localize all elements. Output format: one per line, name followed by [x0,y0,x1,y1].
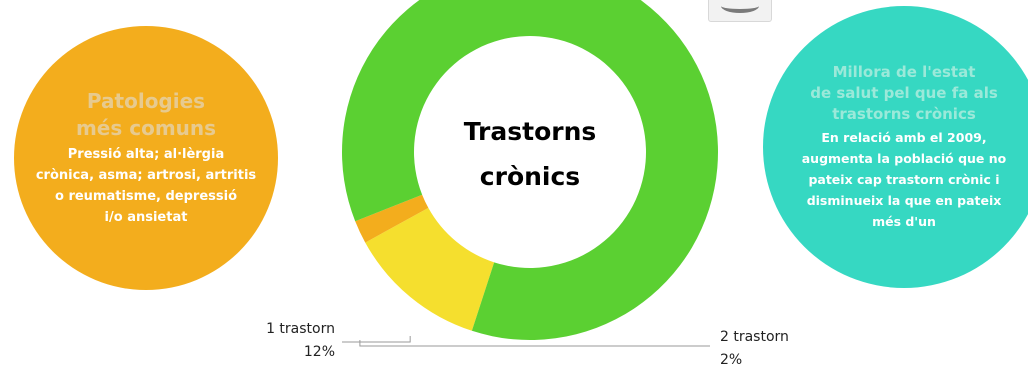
left-bubble-title-line: més comuns [75,116,217,140]
slice-percent-2-trastorn: 2% [720,352,742,368]
right-bubble-body-line: pateix cap trastorn crònic i [808,172,1000,187]
right-bubble-title-line: Millora de l'estat [832,63,976,81]
right-bubble-body-line: En relació amb el 2009, [821,130,987,145]
left-info-bubble: Patologies més comuns Pressió alta; al·l… [14,26,278,290]
leader-line-2-trastorn [359,340,710,347]
right-bubble-title-line: de salut pel que fa als [810,84,998,102]
leader-lines [342,336,710,347]
left-bubble-body-line: Pressió alta; al·lèrgia [67,147,225,162]
decorative-image-icon [708,0,772,22]
leader-line-1-trastorn [342,336,411,343]
right-info-bubble: Millora de l'estat de salut pel que fa a… [763,6,1028,288]
right-bubble-body: En relació amb el 2009, augmenta la pobl… [802,127,1007,232]
donut-slices [342,0,718,340]
donut-slice-1-trastorn [365,207,495,331]
left-bubble-body-line: o reumatisme, depressió [54,189,237,204]
chart-center-title-line: crònics [480,162,580,191]
donut-slice-2-trastorn [355,194,429,243]
left-bubble-title-line: Patologies [86,89,206,113]
right-bubble-body-line: disminueix la que en pateix [806,193,1002,208]
left-bubble-title: Patologies més comuns [76,88,216,142]
left-bubble-body-line: i/o ansietat [104,210,188,225]
left-bubble-body: Pressió alta; al·lèrgia crònica, asma; a… [36,144,256,228]
donut-slice-other [342,0,718,340]
chart-center-title-line: Trastorns [464,117,597,146]
slice-label-2-trastorn: 2 trastorn [720,329,789,345]
right-bubble-body-line: augmenta la població que no [801,151,1007,166]
left-bubble-body-line: crònica, asma; artrosi, artritis [35,168,257,183]
right-bubble-title: Millora de l'estat de salut pel que fa a… [810,62,998,125]
right-bubble-title-line: trastorns crònics [832,105,976,123]
right-bubble-body-line: més d'un [872,214,936,229]
slice-label-1-trastorn: 1 trastorn [266,321,335,337]
slice-percent-1-trastorn: 12% [304,344,335,360]
